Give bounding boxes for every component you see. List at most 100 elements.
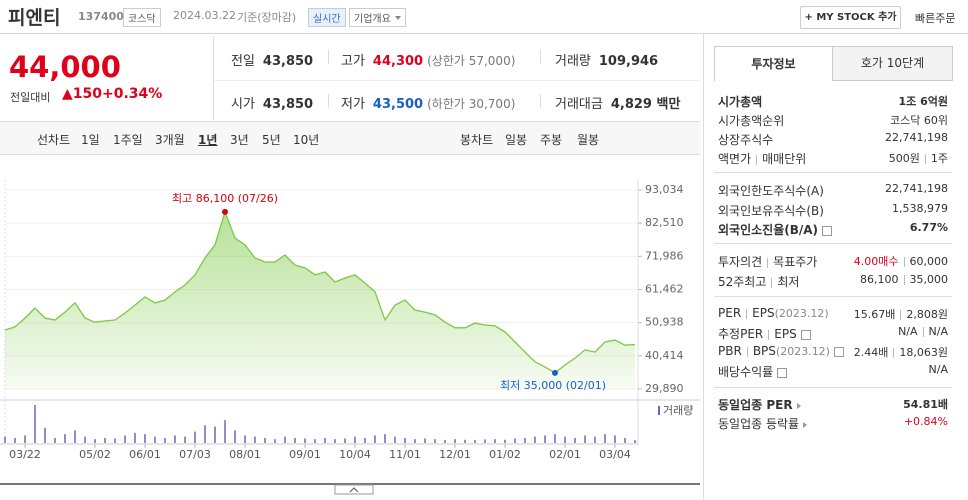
side-tab[interactable]: 호가 10단계 bbox=[832, 46, 953, 81]
realtime[interactable]: 실시간 bbox=[308, 8, 346, 27]
volume-bar bbox=[24, 435, 26, 443]
volume-bar bbox=[154, 436, 156, 443]
volume-bar bbox=[184, 436, 186, 443]
side-tab[interactable]: 투자정보 bbox=[714, 46, 833, 81]
value: 2,808원 bbox=[906, 308, 948, 321]
volume-bar bbox=[584, 435, 586, 443]
change-rate: +0.34% bbox=[102, 86, 163, 102]
x-tick-label: 12/01 bbox=[439, 448, 471, 461]
stat: 고가 44,300 (상한가 57,000) bbox=[341, 50, 515, 69]
my-stock-button[interactable]: + MY STOCK 추가 bbox=[800, 6, 901, 29]
period-tab[interactable]: 5년 bbox=[262, 133, 281, 147]
value: 60,000 bbox=[909, 255, 949, 268]
market: 코스닥 bbox=[123, 8, 161, 27]
label: PER bbox=[718, 306, 742, 320]
extreme-label: 최고 86,100 (07/26) bbox=[172, 192, 278, 205]
period-tab[interactable]: 1주일 bbox=[113, 133, 143, 147]
value: 2.44배 bbox=[853, 346, 889, 359]
volume-bar bbox=[144, 434, 146, 443]
candle-chart-label: 봉차트 bbox=[460, 133, 494, 147]
value: N/A bbox=[928, 363, 948, 376]
label: BPS bbox=[752, 344, 776, 358]
volume-bar bbox=[554, 434, 556, 443]
info-row: 추정PER EPS N/A N/A bbox=[718, 325, 948, 342]
label: 상장주식수 bbox=[718, 133, 774, 147]
volume-bar bbox=[104, 437, 106, 443]
volume-bar bbox=[374, 435, 376, 443]
label: 동일업종 PER bbox=[718, 398, 793, 412]
volume-bar bbox=[604, 434, 606, 443]
quick-order[interactable]: 빠른주문 bbox=[915, 12, 956, 25]
label: 외국인보유주식수(B) bbox=[718, 204, 824, 218]
note: (2023.12) bbox=[775, 345, 830, 358]
value: 22,741,198 bbox=[885, 131, 948, 144]
x-tick-label: 01/02 bbox=[489, 448, 521, 461]
info-row: PBR BPS(2023.12) 2.44배 18,063원 bbox=[718, 344, 948, 360]
value: 18,063원 bbox=[899, 346, 948, 359]
period-tab[interactable]: 3년 bbox=[230, 133, 249, 147]
candle-tab[interactable]: 일봉 bbox=[505, 133, 528, 147]
x-tick-label: 03/22 bbox=[9, 448, 41, 461]
volume-bar bbox=[414, 439, 416, 443]
label: 배당수익률 bbox=[718, 365, 774, 379]
period-tab[interactable]: 3개월 bbox=[155, 133, 185, 147]
period-tab[interactable]: 1년 bbox=[198, 133, 218, 147]
info-row: 상장주식수 22,741,198 bbox=[718, 131, 948, 148]
label: 동일업종 등락률 bbox=[718, 417, 800, 431]
basis: 기준(장마감) bbox=[237, 11, 297, 24]
label: 외국인소진율(B/A) bbox=[718, 223, 819, 237]
y-tick-label: 71,986 bbox=[645, 249, 684, 262]
volume-bar bbox=[124, 435, 126, 443]
volume-bar bbox=[334, 439, 336, 443]
company-info-text: 기업개요 bbox=[354, 14, 391, 25]
value: 44,300 bbox=[372, 54, 424, 69]
collapse-tab[interactable] bbox=[334, 484, 374, 495]
value: 43,500 bbox=[372, 97, 424, 112]
volume-bar bbox=[524, 437, 526, 443]
divider bbox=[714, 387, 952, 388]
info-row: 외국인한도주식수(A) 22,741,198 bbox=[718, 182, 948, 199]
divider bbox=[832, 80, 952, 81]
volume-bar bbox=[174, 435, 176, 443]
x-tick-label: 09/01 bbox=[289, 448, 321, 461]
divider bbox=[540, 50, 541, 64]
label: 시가총액 bbox=[718, 95, 763, 109]
change: ▲150 bbox=[62, 86, 102, 102]
value: 15.67배 bbox=[853, 308, 896, 321]
period-tab[interactable]: 10년 bbox=[293, 133, 320, 147]
label: 최저 bbox=[777, 275, 800, 289]
volume-bar bbox=[614, 435, 616, 443]
y-tick-label: 50,938 bbox=[645, 316, 684, 329]
period-tab[interactable]: 1일 bbox=[81, 133, 100, 147]
volume-bar bbox=[284, 436, 286, 443]
volume-bar bbox=[314, 439, 316, 443]
price: 44,000 bbox=[9, 50, 121, 84]
info-row: 동일업종 등락률 +0.84% bbox=[718, 415, 948, 432]
volume-bar bbox=[484, 439, 486, 443]
value: +0.84% bbox=[903, 415, 948, 428]
label: 추정PER bbox=[718, 327, 764, 341]
y-tick-label: 61,462 bbox=[645, 283, 684, 296]
volume-bar bbox=[364, 437, 366, 443]
candle-tab[interactable]: 주봉 bbox=[540, 133, 563, 147]
label: 시가 bbox=[231, 97, 255, 112]
value: 1,538,979 bbox=[892, 202, 948, 215]
company-info[interactable]: 기업개요 bbox=[349, 8, 406, 27]
divider bbox=[213, 36, 214, 120]
volume-bar bbox=[64, 434, 66, 443]
stock-name: 피엔티 bbox=[8, 7, 61, 29]
label: PBR bbox=[718, 344, 742, 358]
volume-bar bbox=[434, 439, 436, 443]
extreme-point bbox=[222, 208, 228, 215]
volume-bar bbox=[544, 435, 546, 443]
candle-tab[interactable]: 월봉 bbox=[577, 133, 600, 147]
info-row: 동일업종 PER 54.81배 bbox=[718, 396, 948, 413]
stat: 저가 43,500 (하한가 30,700) bbox=[341, 93, 515, 112]
x-tick-label: 08/01 bbox=[229, 448, 261, 461]
note: (상한가 57,000) bbox=[427, 54, 516, 68]
volume-legend-icon bbox=[658, 406, 660, 415]
volume-bar bbox=[424, 438, 426, 443]
volume-bar bbox=[164, 437, 166, 443]
chart-tabs bbox=[0, 121, 700, 155]
